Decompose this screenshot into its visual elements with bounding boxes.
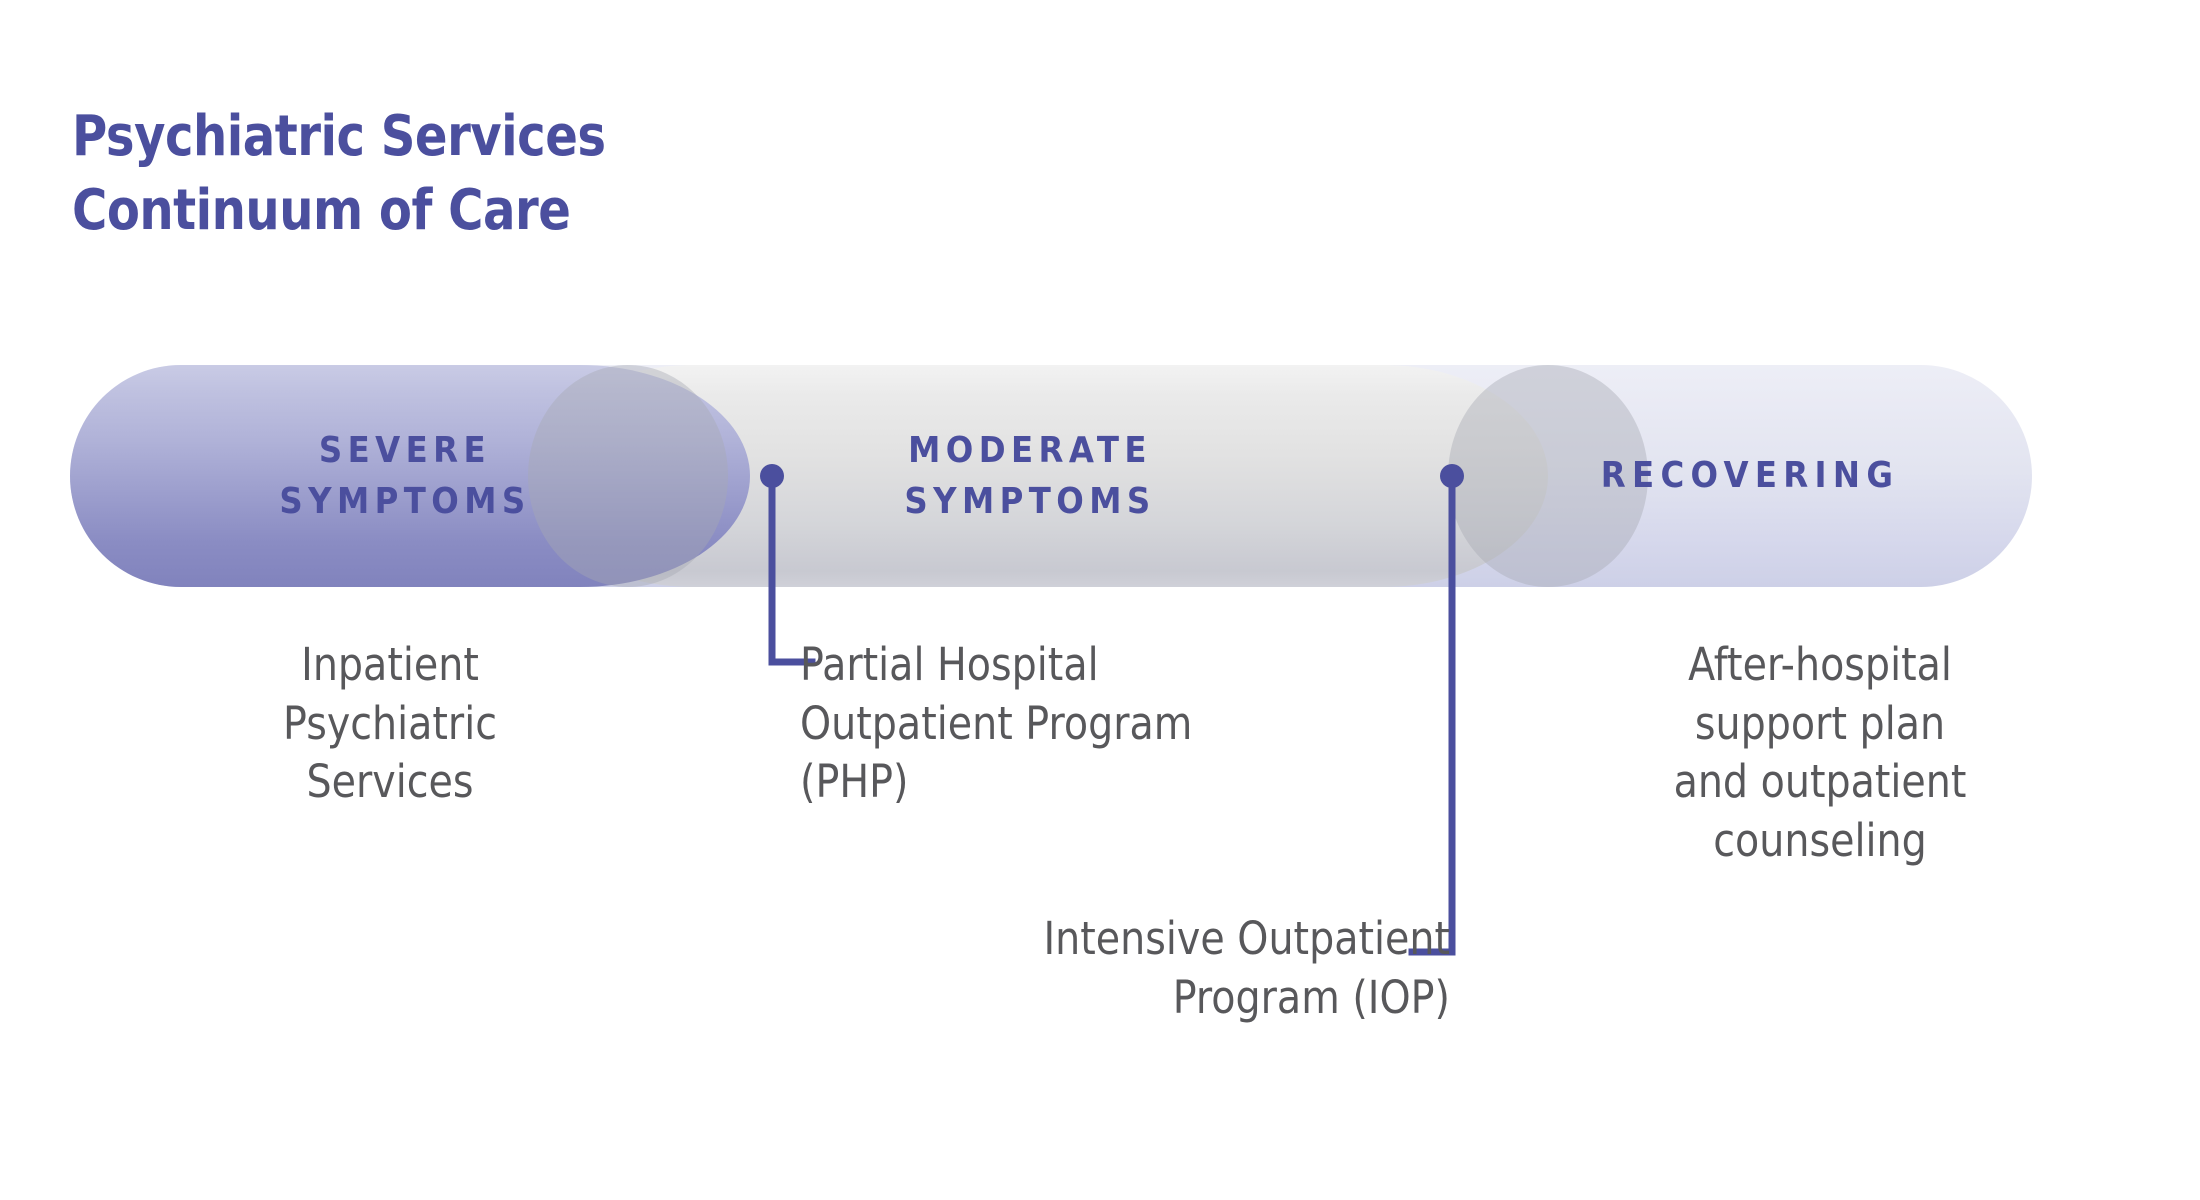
page-title: Psychiatric Services Continuum of Care [72, 104, 606, 243]
caption-inpatient-psychiatric-services: Inpatient Psychiatric Services [283, 638, 497, 808]
continuum-segment-severe [70, 365, 750, 587]
caption-intensive-outpatient-program: Intensive Outpatient Program (IOP) [1043, 912, 1450, 1024]
continuum-bar: SEVERE SYMPTOMS MODERATE SYMPTOMS RECOVE… [70, 365, 2032, 587]
caption-partial-hospital-outpatient-program: Partial Hospital Outpatient Program (PHP… [800, 638, 1193, 808]
segment-overlap-cap-moderate-recovering [1448, 365, 1648, 587]
caption-after-hospital-support: After-hospital support plan and outpatie… [1673, 638, 1967, 867]
segment-overlap-cap-severe-moderate [528, 365, 728, 587]
